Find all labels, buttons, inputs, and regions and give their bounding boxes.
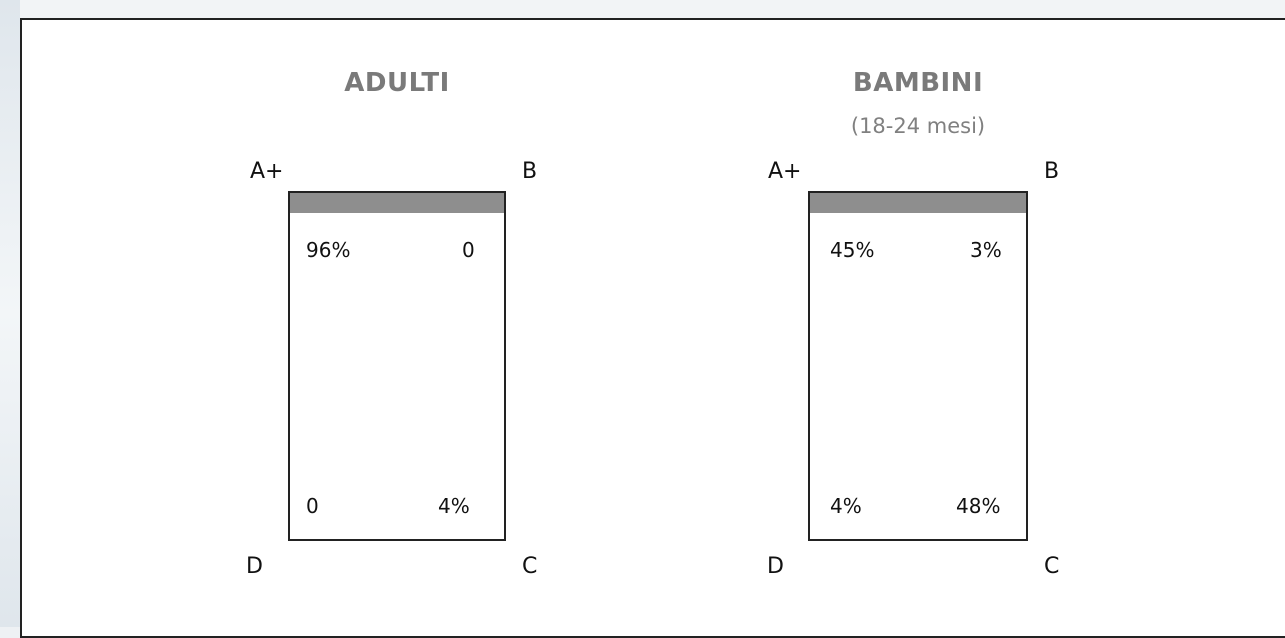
corner-label-top-left: A+ bbox=[768, 159, 802, 184]
header-bar bbox=[810, 193, 1026, 213]
corner-label-top-right: B bbox=[1044, 159, 1060, 184]
background-top-strip bbox=[0, 0, 1285, 18]
figure-frame bbox=[20, 18, 1285, 638]
corner-label-bottom-left: D bbox=[767, 554, 784, 579]
quadrant-box-bambini bbox=[808, 191, 1028, 541]
value-top-left: 96% bbox=[306, 238, 351, 262]
corner-label-top-right: B bbox=[522, 159, 538, 184]
value-top-left: 45% bbox=[830, 238, 875, 262]
value-bottom-right: 48% bbox=[956, 494, 1001, 518]
header-bar bbox=[290, 193, 504, 213]
corner-label-bottom-left: D bbox=[246, 554, 263, 579]
corner-label-bottom-right: C bbox=[522, 554, 538, 579]
value-top-right: 0 bbox=[462, 238, 475, 262]
value-bottom-left: 4% bbox=[830, 494, 862, 518]
value-bottom-left: 0 bbox=[306, 494, 319, 518]
background-left-strip bbox=[0, 0, 20, 627]
corner-label-top-left: A+ bbox=[250, 159, 284, 184]
quadrant-box-adulti bbox=[288, 191, 506, 541]
corner-label-bottom-right: C bbox=[1044, 554, 1060, 579]
value-top-right: 3% bbox=[970, 238, 1002, 262]
panel-title-bambini: BAMBINI bbox=[852, 68, 984, 98]
panel-title-adulti: ADULTI bbox=[344, 68, 450, 98]
panel-subtitle-bambini: (18-24 mesi) bbox=[850, 114, 986, 138]
value-bottom-right: 4% bbox=[438, 494, 470, 518]
